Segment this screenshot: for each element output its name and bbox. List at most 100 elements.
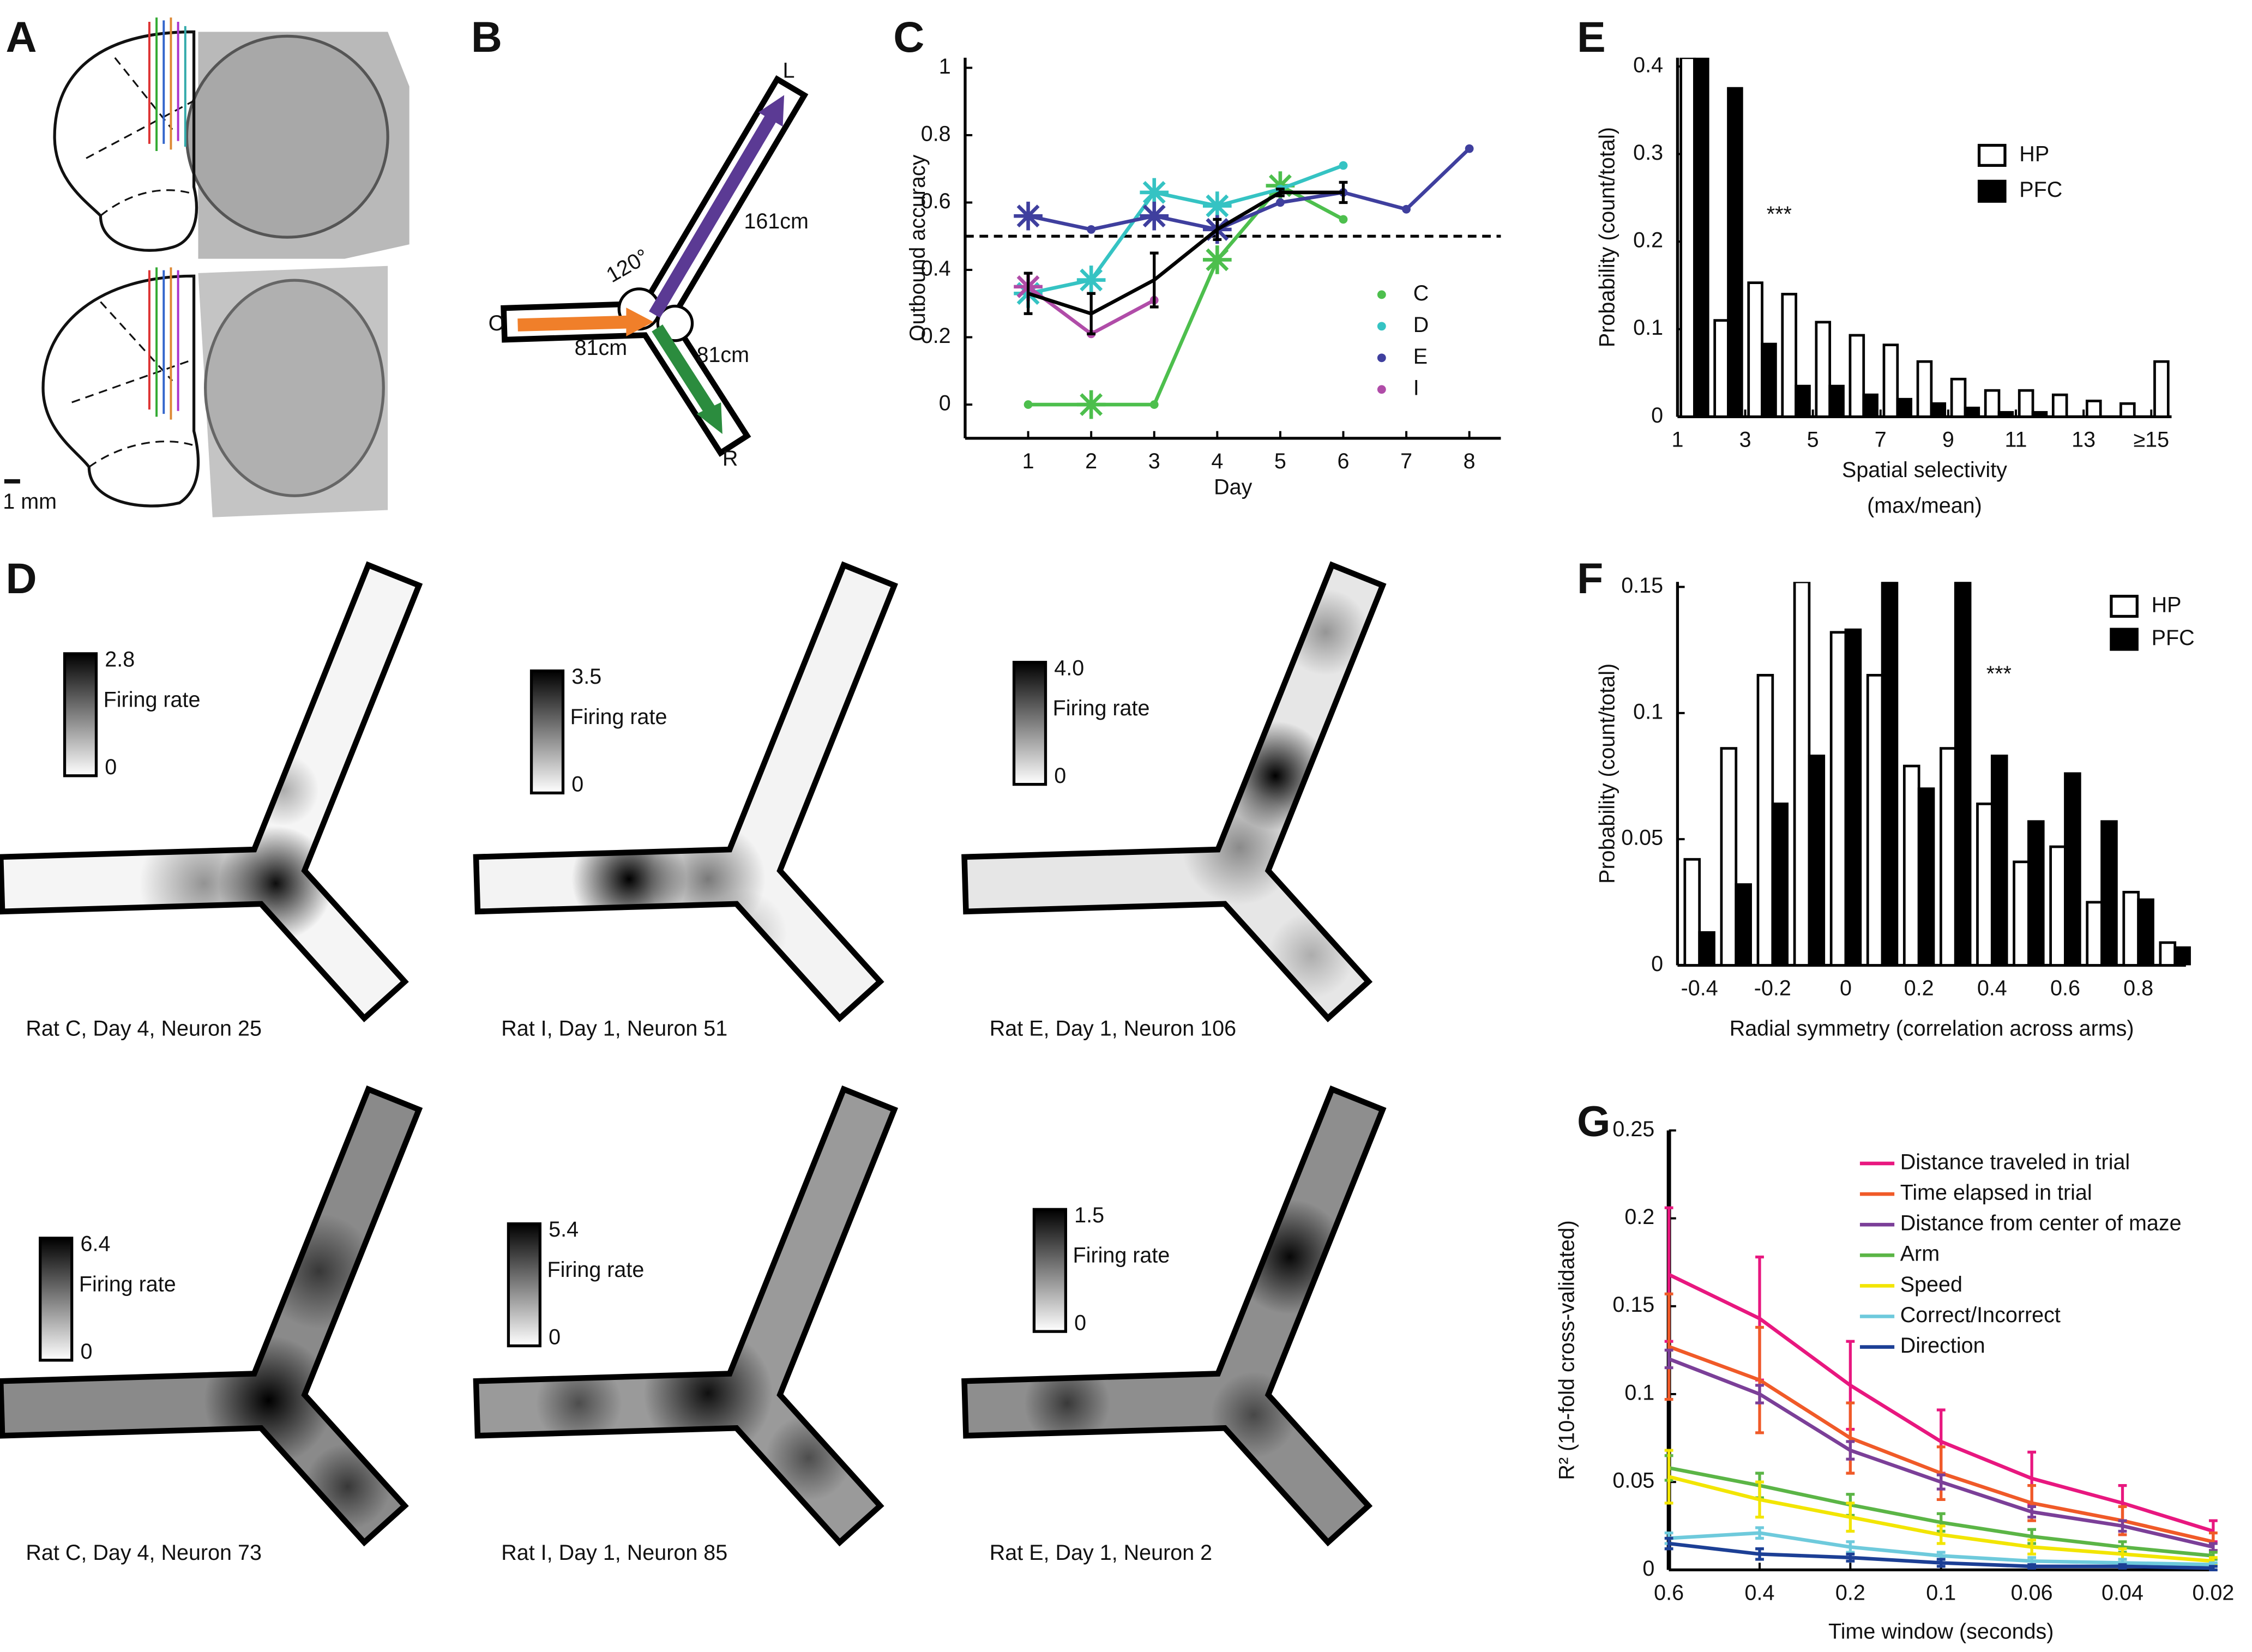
arrow-head <box>696 402 722 434</box>
bar <box>1950 377 1967 417</box>
caption: Rat I, Day 1, Neuron 85 <box>501 1541 727 1565</box>
colorbar-label: Firing rate <box>1073 1244 1170 1268</box>
x-tick-label: 0.2 <box>1835 1581 1865 1605</box>
annotation: *** <box>1986 662 2012 686</box>
bars <box>1679 57 2170 417</box>
x-tick-label: 0.02 <box>2192 1581 2234 1605</box>
x-tick-label: 7 <box>1875 428 1887 452</box>
caption: Rat E, Day 1, Neuron 2 <box>990 1541 1212 1565</box>
legend-label: E <box>1413 345 1428 369</box>
error-bar <box>1846 1552 1855 1563</box>
heatmap-spot <box>1268 912 1354 999</box>
y-tick-label: 0.2 <box>1624 1205 1654 1229</box>
y-axis-label: Probability (count/total) <box>1595 127 1619 347</box>
heatmap-panel: 2.8 Firing rate 0 Rat C, Day 4, Neuron 25 <box>0 546 448 1040</box>
dot-marker <box>1087 225 1096 234</box>
star-marker <box>1140 178 1169 207</box>
dot-marker <box>1023 400 1033 409</box>
heatmap-spot <box>139 818 269 948</box>
error-bar <box>2027 1505 2037 1519</box>
error-bar <box>1664 1536 1673 1551</box>
dot-marker <box>1465 144 1474 153</box>
bar <box>1793 582 1811 966</box>
bar <box>1829 631 1847 966</box>
bar <box>2013 860 2030 966</box>
heatmap-spot <box>247 754 319 826</box>
caption: Rat C, Day 4, Neuron 73 <box>26 1541 262 1565</box>
colorbar-max: 5.4 <box>549 1217 579 1241</box>
bar <box>1720 747 1738 966</box>
histology-section <box>185 34 389 239</box>
legend-label: I <box>1413 376 1419 400</box>
heatmap-base <box>952 1070 1412 1559</box>
heatmap-spot <box>304 1443 391 1530</box>
bar <box>1808 755 1826 966</box>
heatmap-spot <box>261 1214 377 1329</box>
bar <box>1815 321 1832 417</box>
legend-swatch <box>1377 353 1386 363</box>
legend-label: Direction <box>1900 1334 1985 1358</box>
y-tick-label: 0.2 <box>1633 228 1663 252</box>
x-tick-label: 3 <box>1739 428 1751 452</box>
y-axis-label: R² (10-fold cross-validated) <box>1555 1220 1579 1480</box>
heatmap-spot <box>1282 589 1369 676</box>
bar <box>1679 57 1696 417</box>
atlas-lines <box>71 301 195 468</box>
bar <box>1771 803 1789 966</box>
heatmap-spot <box>204 1336 334 1466</box>
bar <box>1683 858 1701 966</box>
error-bar <box>1846 1540 1855 1554</box>
bar <box>2137 898 2154 966</box>
colorbar <box>1032 1208 1068 1333</box>
error-bar <box>1755 1547 1764 1561</box>
error-bar <box>2208 1542 2218 1552</box>
y-axis-label: Probability (count/total) <box>1595 664 1619 884</box>
error-bar <box>1023 272 1033 315</box>
colorbar-min: 0 <box>81 1340 93 1364</box>
x-tick-label: 5 <box>1807 428 1819 452</box>
legend-swatch <box>2110 628 2139 651</box>
y-tick-label: 0.4 <box>1633 53 1663 77</box>
arrow-head <box>758 95 785 127</box>
legend-label: Distance from center of maze <box>1900 1211 2182 1235</box>
series-line <box>1027 164 1344 296</box>
bar <box>1976 803 1994 966</box>
error-bar <box>1846 1440 1855 1461</box>
x-tick-label: 0.8 <box>2123 976 2153 1000</box>
x-tick-label: 0.2 <box>1904 976 1934 1000</box>
series-line <box>1027 147 1471 232</box>
caption: Rat C, Day 4, Neuron 25 <box>26 1016 262 1040</box>
y-tick-label: 0.8 <box>921 122 951 146</box>
scale-label: 1 mm <box>3 490 57 514</box>
legend-swatch <box>1377 322 1386 331</box>
heatmap-panel: 1.5 Firing rate 0 Rat E, Day 1, Neuron 2 <box>952 1070 1412 1565</box>
legend-label: Distance traveled in trial <box>1900 1150 2130 1174</box>
electrodes <box>148 17 186 420</box>
x-tick-label: 0.06 <box>2011 1581 2053 1605</box>
x-tick-label: 8 <box>1464 449 1476 473</box>
bar <box>1916 360 1933 417</box>
y-tick-label: 0 <box>939 391 951 415</box>
bar <box>2031 411 2048 417</box>
colorbar-max: 6.4 <box>81 1232 111 1256</box>
star-marker <box>1014 201 1043 231</box>
arrow-c <box>517 315 639 331</box>
heatmap-spot <box>1232 1199 1347 1315</box>
y-tick-label: 0.05 <box>1612 1469 1654 1493</box>
bar <box>1866 674 1884 966</box>
legend-label: PFC <box>2019 178 2062 202</box>
panel-letter: B <box>471 13 502 61</box>
error-bar <box>1936 1524 1946 1545</box>
colorbar <box>529 669 565 795</box>
bar <box>2100 820 2118 966</box>
panel-letter: A <box>6 13 37 61</box>
y-axis-label: Outbound accuracy <box>906 154 930 341</box>
bar <box>2119 402 2136 417</box>
heatmap-spot <box>1023 1360 1111 1446</box>
error-bar <box>2208 1565 2218 1572</box>
bar <box>1844 628 1862 966</box>
heatmap-spot <box>1211 1371 1297 1458</box>
x-axis-label: Spatial selectivity <box>1842 458 2007 482</box>
x-tick-label: 0.4 <box>1977 976 2007 1000</box>
